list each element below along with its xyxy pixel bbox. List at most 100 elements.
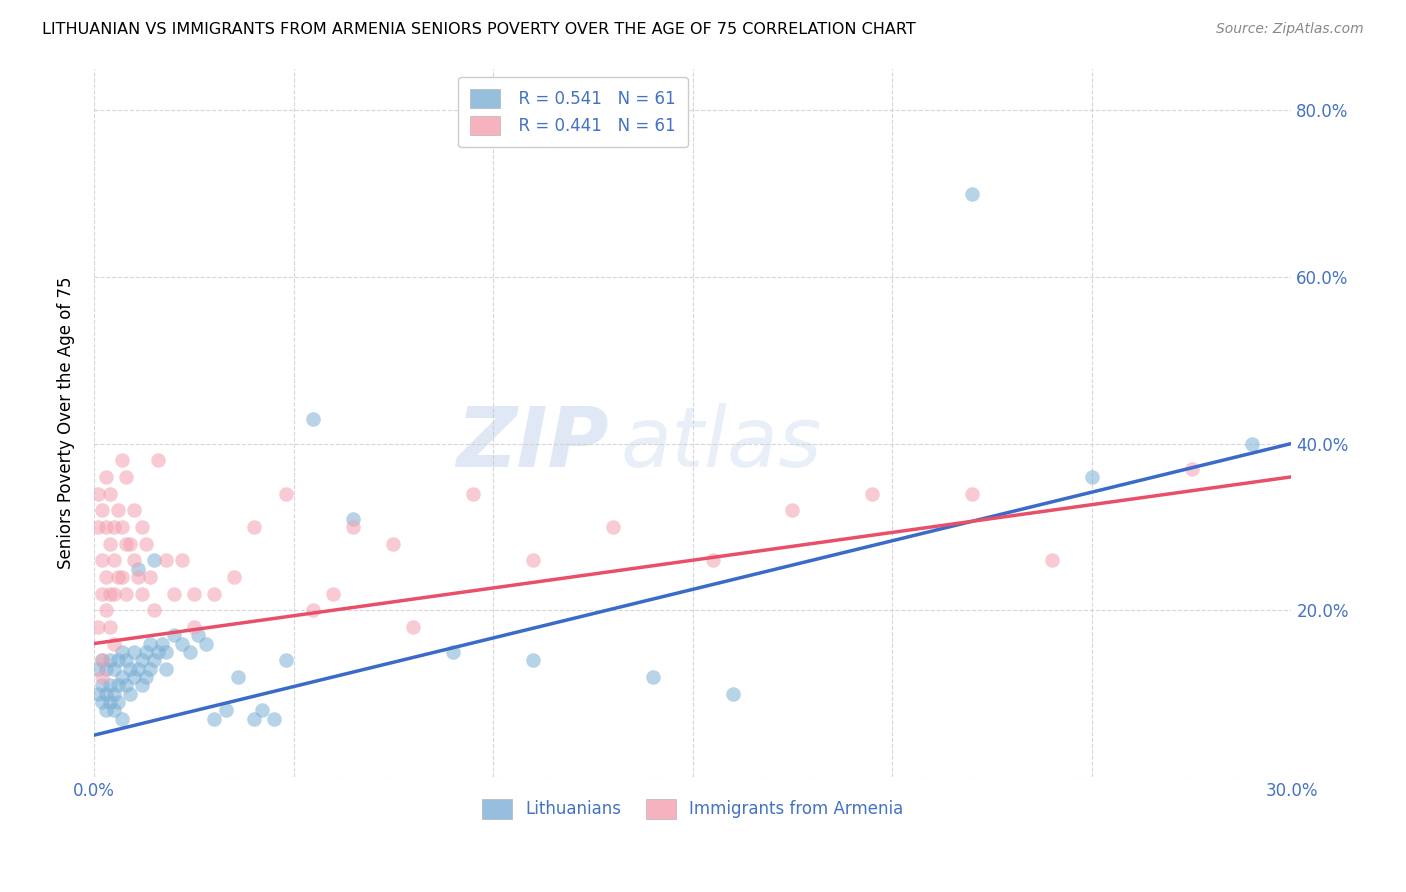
Point	[155, 645, 177, 659]
Point	[107, 653, 129, 667]
Point	[103, 520, 125, 534]
Point	[302, 603, 325, 617]
Point	[107, 503, 129, 517]
Point	[1240, 436, 1263, 450]
Point	[87, 486, 110, 500]
Text: Source: ZipAtlas.com: Source: ZipAtlas.com	[1216, 22, 1364, 37]
Point	[146, 645, 169, 659]
Point	[960, 186, 983, 201]
Point	[118, 687, 141, 701]
Point	[1081, 470, 1104, 484]
Point	[98, 695, 121, 709]
Point	[111, 645, 134, 659]
Point	[163, 586, 186, 600]
Point	[103, 687, 125, 701]
Point	[94, 661, 117, 675]
Point	[94, 703, 117, 717]
Point	[115, 586, 138, 600]
Point	[90, 503, 112, 517]
Legend: Lithuanians, Immigrants from Armenia: Lithuanians, Immigrants from Armenia	[475, 793, 910, 825]
Text: LITHUANIAN VS IMMIGRANTS FROM ARMENIA SENIORS POVERTY OVER THE AGE OF 75 CORRELA: LITHUANIAN VS IMMIGRANTS FROM ARMENIA SE…	[42, 22, 915, 37]
Point	[111, 453, 134, 467]
Point	[87, 620, 110, 634]
Point	[90, 670, 112, 684]
Point	[274, 653, 297, 667]
Point	[150, 636, 173, 650]
Point	[127, 570, 149, 584]
Point	[131, 653, 153, 667]
Point	[202, 712, 225, 726]
Point	[960, 486, 983, 500]
Point	[87, 661, 110, 675]
Point	[87, 687, 110, 701]
Point	[1181, 461, 1204, 475]
Point	[115, 470, 138, 484]
Text: atlas: atlas	[621, 403, 823, 484]
Point	[115, 536, 138, 550]
Point	[98, 486, 121, 500]
Point	[94, 570, 117, 584]
Point	[131, 678, 153, 692]
Point	[860, 486, 883, 500]
Point	[135, 670, 157, 684]
Point	[107, 570, 129, 584]
Point	[118, 661, 141, 675]
Point	[702, 553, 724, 567]
Point	[103, 703, 125, 717]
Point	[115, 678, 138, 692]
Point	[242, 520, 264, 534]
Point	[602, 520, 624, 534]
Point	[90, 553, 112, 567]
Point	[522, 653, 544, 667]
Point	[242, 712, 264, 726]
Point	[183, 620, 205, 634]
Point	[127, 561, 149, 575]
Text: ZIP: ZIP	[456, 403, 609, 484]
Point	[250, 703, 273, 717]
Point	[441, 645, 464, 659]
Point	[103, 586, 125, 600]
Point	[170, 636, 193, 650]
Point	[94, 470, 117, 484]
Point	[90, 653, 112, 667]
Point	[342, 511, 364, 525]
Point	[122, 645, 145, 659]
Point	[146, 453, 169, 467]
Point	[155, 661, 177, 675]
Point	[103, 636, 125, 650]
Point	[155, 553, 177, 567]
Point	[183, 586, 205, 600]
Point	[90, 678, 112, 692]
Point	[122, 670, 145, 684]
Point	[302, 411, 325, 425]
Point	[94, 687, 117, 701]
Point	[107, 695, 129, 709]
Point	[202, 586, 225, 600]
Point	[402, 620, 425, 634]
Point	[131, 586, 153, 600]
Point	[122, 553, 145, 567]
Point	[641, 670, 664, 684]
Point	[142, 653, 165, 667]
Point	[1040, 553, 1063, 567]
Point	[522, 553, 544, 567]
Point	[87, 520, 110, 534]
Point	[111, 520, 134, 534]
Point	[342, 520, 364, 534]
Point	[135, 536, 157, 550]
Point	[115, 653, 138, 667]
Point	[111, 570, 134, 584]
Point	[142, 603, 165, 617]
Point	[142, 553, 165, 567]
Point	[111, 712, 134, 726]
Point	[463, 486, 485, 500]
Point	[94, 520, 117, 534]
Point	[322, 586, 344, 600]
Point	[226, 670, 249, 684]
Point	[103, 553, 125, 567]
Point	[179, 645, 201, 659]
Point	[139, 661, 162, 675]
Point	[131, 520, 153, 534]
Point	[721, 687, 744, 701]
Point	[118, 536, 141, 550]
